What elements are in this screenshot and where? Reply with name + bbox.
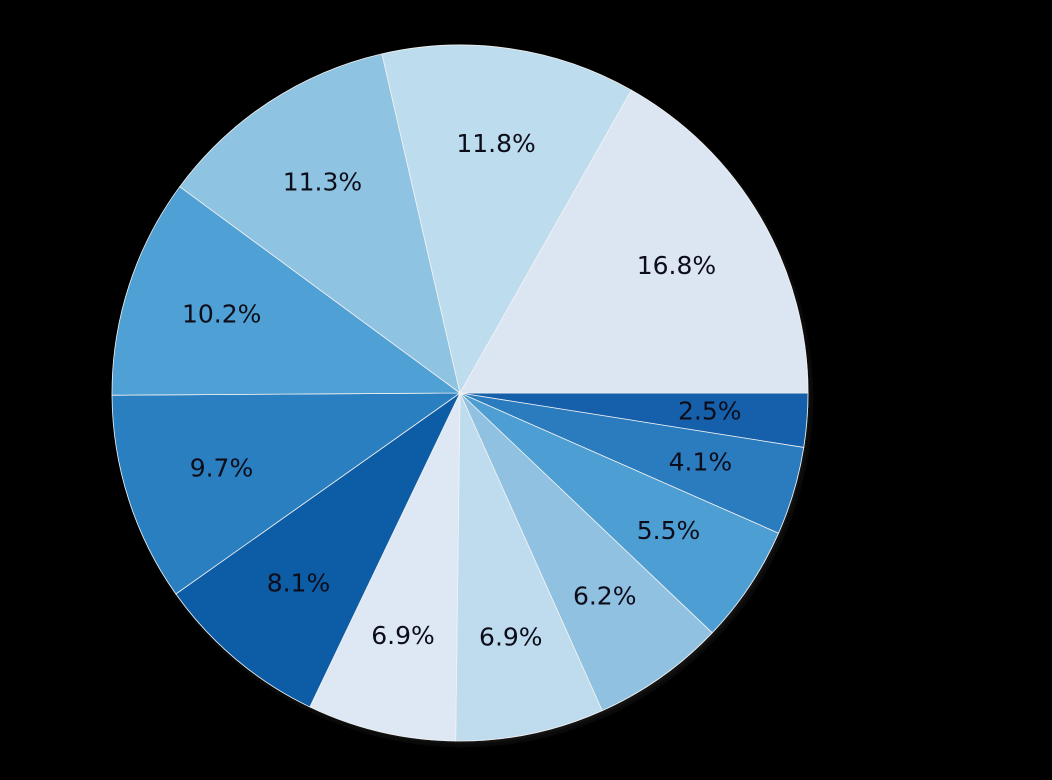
pie-wedge [111,392,462,595]
pie-wedge [455,392,603,742]
pie-wedge [111,186,462,396]
pie-wedge [175,391,462,708]
pie-wedge-label: 4.1% [669,448,733,477]
pie-wedge-label: 5.5% [637,516,701,545]
pie-label-group: 2.5% 4.1% 5.5% 6.2% 6.9% 6.9% 8.1% 9.7% 10.2% 11.… [182,129,742,651]
pie-wedge-group [111,44,809,742]
pie-wedge-label: 11.3% [283,168,362,197]
pie-wedge [381,44,633,395]
pie-wedge-label: 9.7% [190,454,254,483]
pie-wedge-label: 10.2% [182,300,261,329]
pie-wedge-label: 8.1% [267,569,331,598]
pie-wedge [459,89,809,394]
pie-wedge-label: 2.5% [678,397,742,426]
pie-wedge-label: 11.8% [456,129,535,158]
pie-wedge [309,392,461,742]
pie-wedge-label: 6.9% [371,621,435,650]
pie-wedge [459,392,713,712]
pie-wedge [179,53,461,394]
pie-wedge-label: 6.9% [479,622,543,651]
pie-wedge-label: 6.2% [573,582,637,611]
pie-wedge-label: 16.8% [637,251,716,280]
